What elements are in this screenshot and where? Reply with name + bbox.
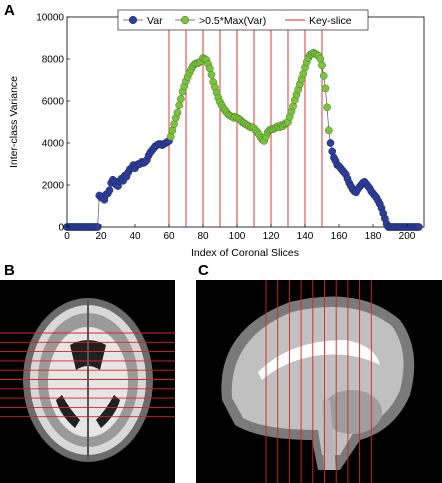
- legend: Var >0.5*Max(Var) Key-slice: [117, 9, 369, 31]
- y-tick-label: 4000: [42, 139, 65, 150]
- legend-key-label: Key-slice: [309, 15, 352, 27]
- x-tick-label: 160: [331, 231, 348, 242]
- x-axis-ticks: 0 20 40 60 80 100 120 140 160 180 200: [64, 224, 416, 242]
- above-threshold-point: [324, 126, 333, 135]
- y-axis-ticks: 0 2000 4000 6000 8000 10000: [36, 13, 70, 234]
- legend-above-label: >0.5*Max(Var): [199, 15, 266, 27]
- above-threshold-point: [289, 102, 297, 111]
- sagittal-cerebellum: [322, 390, 382, 434]
- panel-label-b: B: [4, 262, 15, 279]
- axial-key-slice-lines: [0, 332, 175, 418]
- variance-chart: 0 20 40 60 80 100 120 140 160 180 200 0 2000 4000 600…: [8, 9, 425, 259]
- y-tick-label: 6000: [42, 97, 65, 108]
- x-tick-label: 100: [229, 231, 246, 242]
- legend-box: [117, 9, 369, 31]
- variance-point: [415, 223, 423, 231]
- legend-above-marker: [180, 15, 190, 25]
- x-tick-label: 140: [297, 231, 314, 242]
- axial-ventricle-left: [56, 395, 80, 428]
- x-axis-label: Index of Coronal Slices: [191, 247, 299, 259]
- x-tick-label: 0: [64, 231, 70, 242]
- x-tick-label: 80: [197, 231, 209, 242]
- above-threshold-point: [205, 64, 214, 73]
- variance-point: [93, 223, 102, 231]
- above-threshold-point: [321, 84, 330, 93]
- variance-point: [328, 147, 337, 156]
- x-tick-label: 20: [95, 231, 107, 242]
- above-threshold-point: [173, 108, 182, 117]
- axial-brain-image: [0, 280, 175, 483]
- y-tick-label: 2000: [42, 181, 65, 192]
- sagittal-key-slice-lines: [265, 280, 372, 483]
- panel-label-a: A: [4, 2, 15, 19]
- axial-ventricle-right: [96, 395, 120, 428]
- above-threshold-point: [207, 70, 216, 79]
- above-threshold-point: [166, 132, 175, 141]
- legend-var-marker: [128, 15, 138, 25]
- data-points: [63, 48, 423, 231]
- sagittal-corpus-callosum: [258, 340, 380, 380]
- panel-label-c: C: [198, 262, 209, 279]
- key-slice-lines: [168, 17, 323, 227]
- above-threshold-point: [319, 71, 328, 80]
- x-tick-label: 200: [399, 231, 416, 242]
- legend-var-label: Var: [147, 15, 163, 27]
- above-threshold-point: [318, 61, 326, 70]
- y-tick-label: 0: [58, 223, 64, 234]
- variance-point: [105, 186, 114, 195]
- y-tick-label: 10000: [36, 13, 64, 24]
- sagittal-brainstem: [322, 400, 336, 470]
- above-threshold-point: [170, 120, 178, 128]
- x-tick-label: 40: [129, 231, 141, 242]
- above-threshold-point: [175, 101, 184, 110]
- above-threshold-point: [177, 95, 185, 103]
- x-tick-label: 180: [365, 231, 382, 242]
- above-threshold-point: [316, 55, 325, 63]
- above-threshold-point: [323, 103, 331, 112]
- x-tick-label: 60: [163, 231, 175, 242]
- sagittal-brain-image: [196, 280, 442, 483]
- x-tick-label: 120: [263, 231, 280, 242]
- y-tick-label: 8000: [42, 55, 65, 66]
- above-threshold-point: [299, 69, 308, 78]
- y-axis-label: Inter-class Variance: [8, 76, 20, 168]
- variance-point: [326, 139, 335, 147]
- above-threshold-point: [168, 126, 177, 135]
